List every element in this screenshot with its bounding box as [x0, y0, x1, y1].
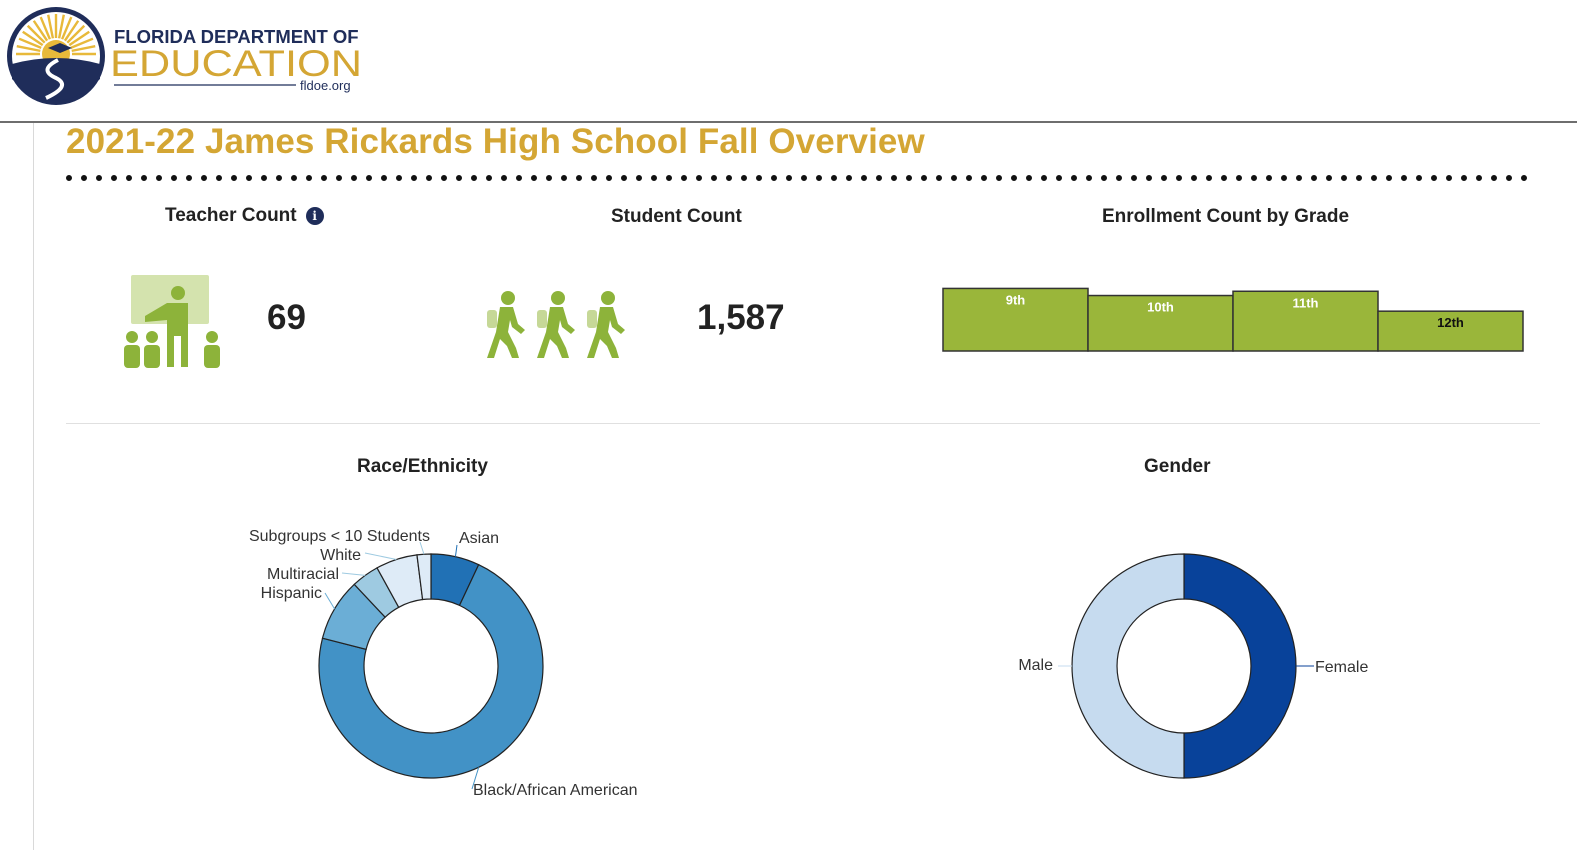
race-slice-black-african-american[interactable]	[318, 563, 544, 779]
race-ethnicity-donut-chart: Asian Black/African American Hispanic Multi…	[249, 528, 638, 799]
gender-slice-female[interactable]	[1183, 553, 1297, 779]
race-label-white: White	[320, 547, 361, 564]
logo-sun-ray	[32, 20, 49, 42]
race-label-multiracial: Multiracial	[267, 566, 339, 583]
logo-sun-ray	[68, 30, 90, 47]
grad-cap-icon	[48, 43, 72, 53]
fldoe-logo[interactable]: FLORIDA DEPARTMENT OF EDUCATION fldoe.or…	[6, 4, 366, 108]
enrollment-bar-9th[interactable]	[942, 287, 1089, 352]
enrollment-bar-label: 12th	[1437, 315, 1464, 330]
dotted-divider	[66, 175, 1540, 181]
teacher-count-value: 69	[267, 298, 306, 337]
race-chart-title: Race/Ethnicity	[357, 456, 488, 477]
logo-sun-ray	[39, 16, 51, 40]
student-walker-3	[587, 291, 625, 358]
enrollment-bar-12th[interactable]	[1377, 310, 1524, 352]
enrollment-bar-chart: 9th 10th 11th 12th	[942, 287, 1524, 352]
logo-sun-ray	[26, 24, 46, 44]
student-walker-1	[487, 291, 525, 358]
left-rule	[33, 123, 34, 850]
race-label-hispanic: Hispanic	[261, 585, 322, 602]
logo-river-path	[45, 58, 65, 100]
enrollment-chart-title: Enrollment Count by Grade	[1102, 206, 1350, 227]
race-slice-subgroups-10-students[interactable]	[416, 553, 432, 601]
race-label-subgroups-10-students: Subgroups < 10 Students	[249, 528, 430, 545]
gender-donut-chart: Female Male	[1018, 553, 1368, 779]
logo-sun-rays	[16, 14, 96, 56]
enrollment-bar-label: 11th	[1292, 295, 1318, 310]
logo-sun-ray	[70, 37, 94, 49]
teacher-head	[171, 286, 185, 300]
info-icon[interactable]: i	[305, 207, 324, 225]
logo-sun-ray	[66, 24, 86, 44]
logo-sun-ray	[47, 14, 55, 39]
teacher-count-label: Teacher Count	[165, 205, 297, 226]
logo-sun-ray	[16, 45, 41, 53]
race-leader-line	[364, 552, 397, 560]
logo-url: fldoe.org	[300, 78, 351, 93]
race-label-asian: Asian	[459, 530, 499, 547]
students-walking-icon	[487, 291, 625, 358]
gender-chart-title: Gender	[1144, 456, 1211, 477]
page-title: 2021-22 James Rickards High School Fall …	[66, 122, 925, 161]
student-count-value: 1,587	[697, 298, 785, 337]
gender-label-female: Female	[1315, 659, 1368, 676]
race-leader-line	[324, 592, 336, 610]
site-header: FLORIDA DEPARTMENT OF EDUCATION fldoe.or…	[0, 0, 1577, 123]
teacher-icon	[124, 275, 220, 368]
race-leader-line	[454, 544, 458, 557]
gender-slice-male[interactable]	[1071, 553, 1185, 779]
logo-line2: EDUCATION	[110, 43, 362, 84]
race-leader-line	[419, 541, 425, 555]
race-leader-line	[471, 767, 480, 790]
section-divider	[66, 423, 1540, 424]
logo-sun-ray	[22, 30, 44, 47]
logo-sun-ray	[18, 37, 42, 49]
logo-sun-ray	[57, 14, 65, 39]
enrollment-bar-label: 9th	[1006, 292, 1026, 307]
enrollment-bar-label: 10th	[1147, 300, 1174, 315]
logo-sun-ray	[71, 45, 96, 53]
logo-sun-ray	[63, 20, 80, 42]
logo-line1: FLORIDA DEPARTMENT OF	[114, 26, 359, 47]
logo-sun-ray	[61, 16, 73, 40]
gender-label-male: Male	[1018, 657, 1053, 674]
race-leader-line	[341, 572, 366, 576]
enrollment-bar-10th[interactable]	[1087, 294, 1234, 352]
race-label-black-african-american: Black/African American	[473, 782, 638, 799]
student-walker-2	[537, 291, 575, 358]
teacher-body	[145, 303, 188, 367]
teacher-count-title: Teacher Count i	[165, 205, 324, 227]
student-count-title: Student Count	[611, 206, 742, 227]
chalkboard	[131, 275, 209, 324]
